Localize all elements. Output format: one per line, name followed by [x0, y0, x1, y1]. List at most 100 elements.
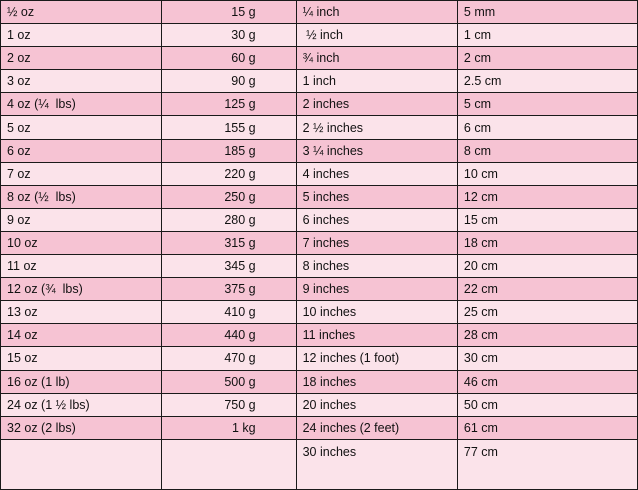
- table-row: 5 oz 155 g 2 ½ inches 6 cm: [0, 115, 638, 140]
- inches-cell: 5 inches: [295, 184, 458, 209]
- ounces-cell: 13 oz: [0, 300, 163, 325]
- table-row: 10 oz 315 g 7 inches 18 cm: [0, 230, 638, 256]
- ounces-cell: 2 oz: [0, 46, 163, 71]
- centimeters-cell: 50 cm: [456, 392, 638, 417]
- table-row: 14 oz 440 g 11 inches 28 cm: [0, 323, 638, 348]
- inches-cell: ½ inch: [295, 23, 458, 48]
- ounces-cell: 8 oz (½ lbs): [0, 184, 163, 209]
- centimeters-cell: 2 cm: [456, 46, 638, 71]
- table-row: 24 oz (1 ½ lbs) 750 g 20 inches 50 cm: [0, 392, 638, 417]
- grams-cell: 15 g: [161, 0, 297, 25]
- inches-cell: 7 inches: [295, 230, 458, 256]
- inches-cell: 20 inches: [295, 392, 458, 417]
- inches-cell: ¼ inch: [295, 0, 458, 25]
- ounces-cell: 12 oz (¾ lbs): [0, 277, 163, 302]
- ounces-cell: 3 oz: [0, 69, 163, 94]
- ounces-cell: 10 oz: [0, 230, 163, 256]
- table-row: 30 inches 77 cm: [0, 438, 638, 490]
- grams-cell: 375 g: [161, 277, 297, 302]
- table-row: 32 oz (2 lbs) 1 kg 24 inches (2 feet) 61…: [0, 415, 638, 440]
- table-row: 9 oz 280 g 6 inches 15 cm: [0, 207, 638, 232]
- centimeters-cell: 12 cm: [456, 184, 638, 209]
- inches-cell: 4 inches: [295, 161, 458, 186]
- table-row: 15 oz 470 g 12 inches (1 foot) 30 cm: [0, 346, 638, 371]
- ounces-cell: 15 oz: [0, 346, 163, 371]
- inches-cell: 11 inches: [295, 323, 458, 348]
- table-row: 16 oz (1 lb) 500 g 18 inches 46 cm: [0, 369, 638, 394]
- grams-cell: 280 g: [161, 207, 297, 232]
- table-row: 13 oz 410 g 10 inches 25 cm: [0, 300, 638, 325]
- centimeters-cell: 5 mm: [456, 0, 638, 25]
- inches-cell: 1 inch: [295, 69, 458, 94]
- inches-cell: 18 inches: [295, 369, 458, 394]
- inches-cell: 12 inches (1 foot): [295, 346, 458, 371]
- centimeters-cell: 25 cm: [456, 300, 638, 325]
- grams-cell: 125 g: [161, 92, 297, 117]
- ounces-cell: 6 oz: [0, 138, 163, 163]
- grams-cell: 250 g: [161, 184, 297, 209]
- grams-cell: 90 g: [161, 69, 297, 94]
- ounces-cell: 24 oz (1 ½ lbs): [0, 392, 163, 417]
- centimeters-cell: 22 cm: [456, 277, 638, 302]
- centimeters-cell: 2.5 cm: [456, 69, 638, 94]
- centimeters-cell: 30 cm: [456, 346, 638, 371]
- grams-cell: 750 g: [161, 392, 297, 417]
- inches-cell: 10 inches: [295, 300, 458, 325]
- centimeters-cell: 18 cm: [456, 230, 638, 256]
- table-row: ½ oz 15 g ¼ inch 5 mm: [0, 0, 638, 25]
- ounces-cell: 5 oz: [0, 115, 163, 140]
- table-row: 12 oz (¾ lbs) 375 g 9 inches 22 cm: [0, 277, 638, 302]
- table-row: 4 oz (¼ lbs) 125 g 2 inches 5 cm: [0, 92, 638, 117]
- ounces-cell: 14 oz: [0, 323, 163, 348]
- centimeters-cell: 46 cm: [456, 369, 638, 394]
- centimeters-cell: 77 cm: [456, 438, 638, 490]
- centimeters-cell: 28 cm: [456, 323, 638, 348]
- centimeters-cell: 10 cm: [456, 161, 638, 186]
- ounces-cell: 16 oz (1 lb): [0, 369, 163, 394]
- centimeters-cell: 20 cm: [456, 254, 638, 279]
- grams-cell: 155 g: [161, 115, 297, 140]
- inches-cell: 9 inches: [295, 277, 458, 302]
- grams-cell: 500 g: [161, 369, 297, 394]
- grams-cell: 1 kg: [161, 415, 297, 440]
- grams-cell: 315 g: [161, 230, 297, 256]
- inches-cell: 2 ½ inches: [295, 115, 458, 140]
- grams-cell: [161, 438, 297, 490]
- ounces-cell: 7 oz: [0, 161, 163, 186]
- table-row: 6 oz 185 g 3 ¼ inches 8 cm: [0, 138, 638, 163]
- inches-cell: 24 inches (2 feet): [295, 415, 458, 440]
- grams-cell: 60 g: [161, 46, 297, 71]
- centimeters-cell: 5 cm: [456, 92, 638, 117]
- centimeters-cell: 1 cm: [456, 23, 638, 48]
- centimeters-cell: 6 cm: [456, 115, 638, 140]
- table-row: 1 oz 30 g ½ inch 1 cm: [0, 23, 638, 48]
- inches-cell: ¾ inch: [295, 46, 458, 71]
- inches-cell: 30 inches: [295, 438, 458, 490]
- ounces-cell: 4 oz (¼ lbs): [0, 92, 163, 117]
- grams-cell: 220 g: [161, 161, 297, 186]
- table-row: 8 oz (½ lbs) 250 g 5 inches 12 cm: [0, 184, 638, 209]
- table-row: 3 oz 90 g 1 inch 2.5 cm: [0, 69, 638, 94]
- grams-cell: 410 g: [161, 300, 297, 325]
- grams-cell: 30 g: [161, 23, 297, 48]
- inches-cell: 8 inches: [295, 254, 458, 279]
- ounces-cell: [0, 438, 163, 490]
- ounces-cell: 11 oz: [0, 254, 163, 279]
- centimeters-cell: 61 cm: [456, 415, 638, 440]
- ounces-cell: 1 oz: [0, 23, 163, 48]
- grams-cell: 470 g: [161, 346, 297, 371]
- table-row: 7 oz 220 g 4 inches 10 cm: [0, 161, 638, 186]
- ounces-cell: 9 oz: [0, 207, 163, 232]
- ounces-cell: ½ oz: [0, 0, 163, 25]
- centimeters-cell: 8 cm: [456, 138, 638, 163]
- grams-cell: 440 g: [161, 323, 297, 348]
- grams-cell: 345 g: [161, 254, 297, 279]
- grams-cell: 185 g: [161, 138, 297, 163]
- inches-cell: 3 ¼ inches: [295, 138, 458, 163]
- centimeters-cell: 15 cm: [456, 207, 638, 232]
- ounces-cell: 32 oz (2 lbs): [0, 415, 163, 440]
- table-row: 2 oz 60 g ¾ inch 2 cm: [0, 46, 638, 71]
- inches-cell: 2 inches: [295, 92, 458, 117]
- table-row: 11 oz 345 g 8 inches 20 cm: [0, 254, 638, 279]
